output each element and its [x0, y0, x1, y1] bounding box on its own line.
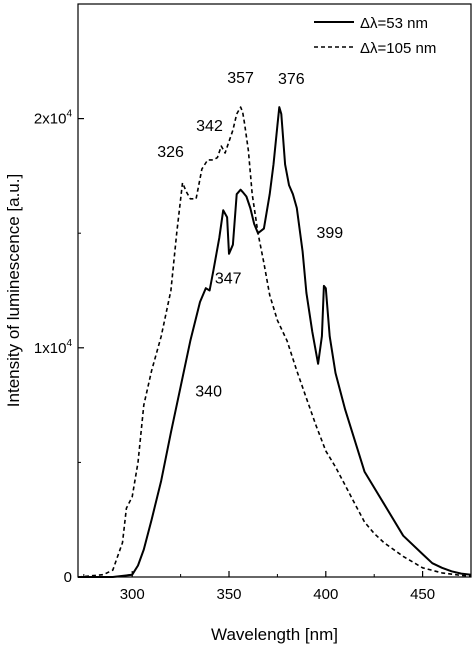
- peak-label-340: 340: [195, 384, 222, 401]
- series-line-2: [77, 106, 472, 578]
- peak-label-342: 342: [196, 118, 223, 135]
- legend: Δλ=53 nm Δλ=105 nm: [314, 15, 436, 57]
- peak-label-357: 357: [227, 70, 254, 87]
- x-tick-label: 400: [313, 586, 338, 603]
- peak-label-376: 376: [278, 71, 305, 88]
- y-tick-label: 2x104: [34, 109, 73, 128]
- x-tick-label: 450: [410, 586, 435, 603]
- legend-label-2: Δλ=105 nm: [360, 40, 436, 57]
- peak-label-326: 326: [157, 144, 184, 161]
- peak-label-399: 399: [317, 225, 344, 242]
- x-tick-label: 300: [120, 586, 145, 603]
- series-line-1: [78, 106, 472, 578]
- legend-label-1: Δλ=53 nm: [360, 15, 428, 32]
- y-tick-label: 1x104: [34, 338, 73, 357]
- annotations-layer: 326 342 357 376 399 347 340: [157, 70, 343, 400]
- x-axis-label: Wavelength [nm]: [211, 625, 338, 644]
- series-layer: [77, 106, 472, 578]
- y-tick-label: 0: [64, 569, 72, 586]
- plot-frame: [77, 3, 472, 578]
- peak-label-347: 347: [215, 270, 242, 287]
- y-axis-label: Intensity of luminescence [a.u.]: [4, 174, 23, 407]
- ticks-layer: 300 350 400 450 0 1x104 2x104: [34, 109, 472, 603]
- x-tick-label: 350: [216, 586, 241, 603]
